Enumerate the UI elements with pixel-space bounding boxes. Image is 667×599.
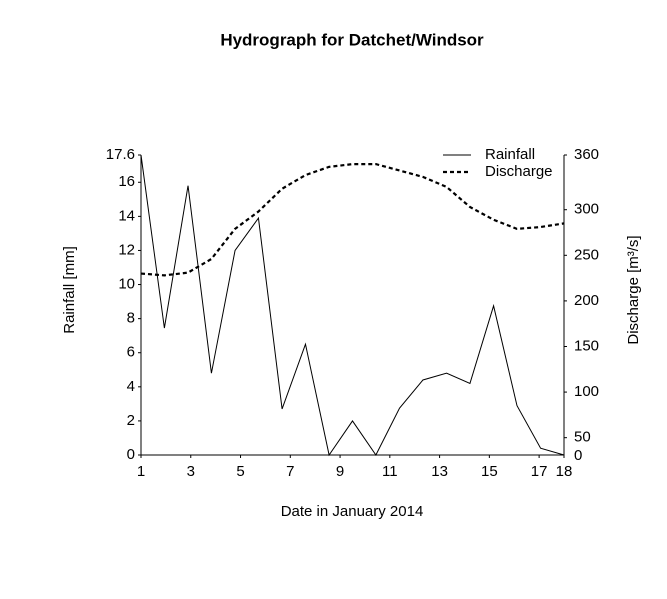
y2-tick-label: 360 xyxy=(574,146,599,163)
x-tick-label: 15 xyxy=(481,463,498,480)
legend-label: Rainfall xyxy=(485,146,535,163)
x-tick-label: 1 xyxy=(137,463,145,480)
y-tick-label: 4 xyxy=(127,378,135,395)
y2-tick-label: 50 xyxy=(574,429,591,446)
y-tick-label: 2 xyxy=(127,412,135,429)
y-tick-label: 10 xyxy=(118,276,135,293)
y-axis-label: Rainfall [mm] xyxy=(61,246,78,334)
y2-tick-label: 300 xyxy=(574,201,599,218)
y2-tick-label: 200 xyxy=(574,292,599,309)
x-tick-label: 11 xyxy=(382,463,398,480)
x-tick-label: 9 xyxy=(336,463,344,480)
x-tick-label: 5 xyxy=(236,463,244,480)
y2-tick-label: 100 xyxy=(574,383,599,400)
chart-title: Hydrograph for Datchet/Windsor xyxy=(220,30,484,49)
y2-axis-label: Discharge [m³/s] xyxy=(625,235,642,344)
y-tick-label: 12 xyxy=(118,241,135,258)
x-tick-label: 3 xyxy=(187,463,195,480)
y-tick-label: 16 xyxy=(118,173,135,190)
x-tick-label: 17 xyxy=(531,463,548,480)
series-line xyxy=(140,163,565,277)
legend-label: Discharge xyxy=(485,163,553,180)
y2-tick-label: 250 xyxy=(574,246,599,263)
y-tick-label: 17.6 xyxy=(106,146,135,163)
x-axis-label: Date in January 2014 xyxy=(281,503,424,520)
x-tick-label: 7 xyxy=(286,463,294,480)
y-tick-label: 14 xyxy=(118,207,135,224)
y2-origin-label: 0 xyxy=(574,447,582,464)
x-tick-label: 18 xyxy=(556,463,573,480)
y2-tick-label: 150 xyxy=(574,337,599,354)
series-line xyxy=(140,154,565,457)
x-tick-label: 13 xyxy=(431,463,448,480)
y-tick-label: 8 xyxy=(127,310,135,327)
y-tick-label: 6 xyxy=(127,344,135,361)
y-tick-label: 0 xyxy=(127,446,135,463)
